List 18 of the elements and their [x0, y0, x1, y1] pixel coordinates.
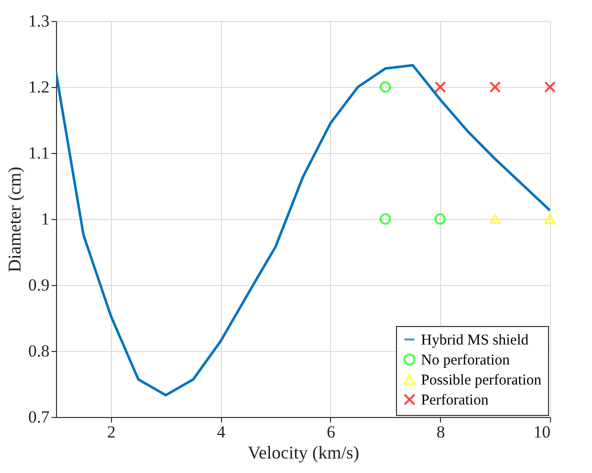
y-tick-label: 1: [41, 210, 50, 228]
legend-label: Perforation: [421, 392, 489, 408]
y-tick-label: 0.9: [28, 276, 50, 294]
y-tick-label: 1.1: [28, 144, 50, 162]
y-tick-label: 1.3: [28, 12, 50, 30]
y-tick-label: 1.2: [28, 78, 50, 96]
legend-label: Possible perforation: [421, 372, 542, 388]
legend-label: No perforation: [421, 352, 510, 368]
x-tick-label: 4: [216, 422, 226, 442]
x-axis-title: Velocity (km/s): [248, 442, 360, 462]
x-tick-label: 10: [534, 422, 550, 442]
x-tick-label: 8: [436, 422, 445, 442]
y-axis-title: Diameter (cm): [4, 166, 24, 272]
y-tick-label: 0.7: [28, 408, 50, 426]
legend-label: Hybrid MS shield: [421, 332, 530, 348]
x-tick-label: 6: [326, 422, 336, 442]
y-tick-label: 0.8: [28, 342, 50, 360]
x-tick-label: 2: [107, 422, 116, 442]
